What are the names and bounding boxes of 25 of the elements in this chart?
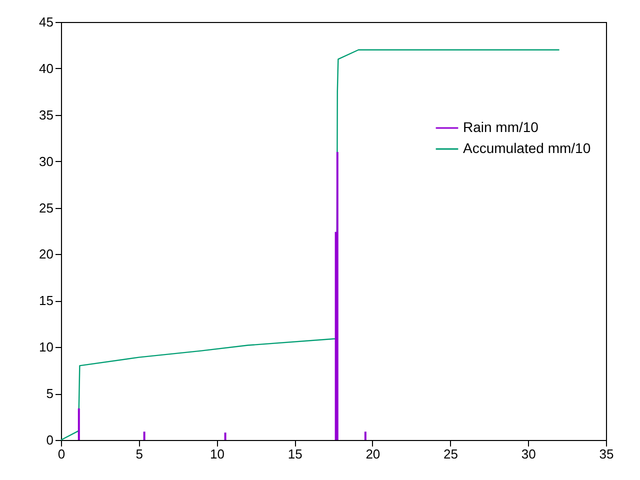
- bar: [143, 432, 146, 440]
- bar: [224, 432, 226, 440]
- x-tick-label: 20: [366, 446, 380, 462]
- legend-label: Accumulated mm/10: [463, 140, 591, 156]
- y-tick-label: 45: [39, 14, 54, 30]
- x-tick-label: 0: [58, 446, 66, 462]
- x-tick-label: 25: [444, 446, 458, 462]
- x-tick-label: 30: [521, 446, 536, 462]
- bar: [336, 152, 338, 440]
- y-tick-label: 0: [46, 432, 54, 448]
- x-tick-label: 35: [599, 446, 614, 462]
- x-tick-label: 10: [210, 446, 224, 462]
- y-tick-label: 5: [46, 386, 54, 402]
- y-tick-label: 25: [39, 200, 54, 216]
- bar: [78, 408, 80, 440]
- y-tick-label: 10: [39, 340, 54, 355]
- y-tick-label: 35: [39, 107, 54, 122]
- legend-label: Rain mm/10: [463, 119, 539, 135]
- x-tick-label: 5: [136, 446, 143, 462]
- bar: [364, 432, 366, 440]
- y-tick-label: 30: [39, 154, 54, 169]
- y-tick-label: 15: [39, 293, 54, 308]
- y-tick-label: 20: [39, 246, 54, 262]
- y-tick-label: 40: [39, 60, 54, 76]
- x-tick-label: 15: [288, 446, 302, 462]
